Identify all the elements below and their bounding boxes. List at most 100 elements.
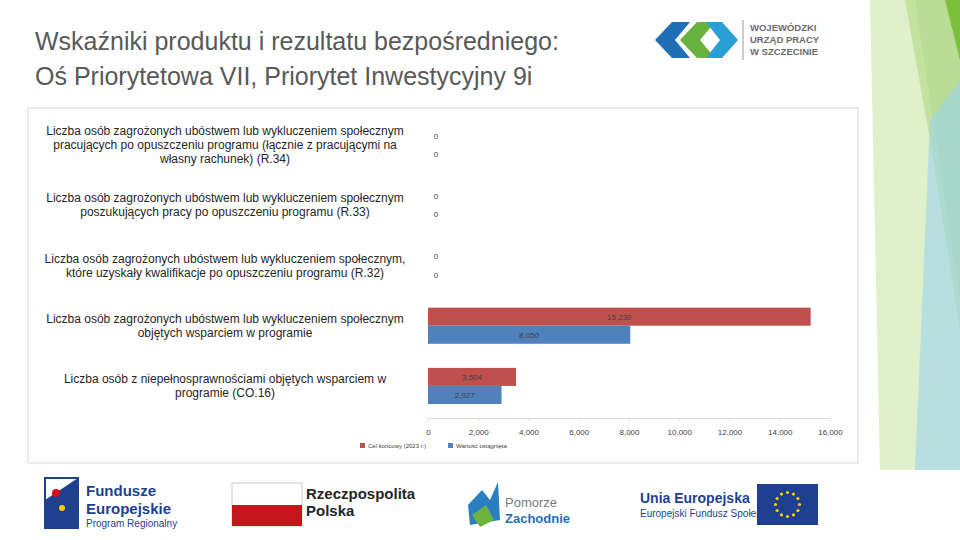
logo-star [796,509,799,512]
axis-line [429,419,831,422]
data-label: 0 [434,271,439,280]
bars [428,308,811,404]
data-label: 0 [434,252,439,261]
tick-mark [529,418,530,421]
logo-star [786,515,789,518]
title: Wskaźniki produktu i rezultatu bezpośred… [35,27,559,55]
logo-shape [59,505,65,511]
tick-mark [478,418,479,421]
tick-label: 8,000 [619,428,640,437]
deco-shape [945,0,960,60]
data-label: 2,927 [455,391,476,400]
tick: 12,000 [718,418,743,437]
bar [428,187,429,205]
footer-logo-text: Polska [306,502,355,519]
logo-text: URZĄD PRACY [750,34,820,45]
tick-mark [629,418,630,421]
x-axis: 0 2,000 4,000 6,000 8,000 10,000 12,000 14,000 1… [426,418,843,437]
tick-label: 14,000 [768,428,793,437]
category-label-line: Liczba osób zagrożonych ubóstwem lub wyk… [46,191,404,205]
tick: 2,000 [469,418,490,437]
tick-mark [679,418,680,421]
data-label: 8,050 [519,331,540,340]
tick: 4,000 [519,418,540,437]
tick: 0 [426,418,431,437]
footer-logo-text: Program Regionalny [86,518,177,529]
category-label: Liczba osób zagrożonych ubóstwem lub wyk… [46,191,404,219]
tick-label: 2,000 [469,428,490,437]
logo-separator [743,20,744,60]
tick-label: 12,000 [718,428,743,437]
legend-label: Cel końcowy (2023 r.) [368,443,426,449]
data-label: 0 [434,132,439,141]
logo-star [776,509,779,512]
category-label: Liczba osób zagrożonych ubóstwem lub wyk… [45,252,406,280]
tick-mark [780,418,781,421]
category-label-line: Liczba osób zagrożonych ubóstwem lub wyk… [45,252,406,266]
category-label: Liczba osób zagrożonych ubóstwem lub wyk… [46,312,404,340]
bar [428,205,429,223]
category-label: Liczba osób z niepełnosprawnościami obję… [64,372,386,400]
deco-shape [915,80,960,470]
logo-star [792,493,795,496]
chart-panel [28,108,858,463]
data-labels: 00015,2303,5040008,0502,927 [434,132,632,400]
bar [428,266,429,284]
legend-swatch [448,443,453,448]
legend: Cel końcowy (2023 r.) Wartość osiągnięta [360,443,507,449]
logo-star [780,513,783,516]
footer-logo-text: Europejskie [86,500,171,517]
tick-mark [428,418,429,421]
category-label-line: własny rachunek) (R.34) [159,152,290,166]
category-labels: Liczba osób zagrożonych ubóstwem lub wyk… [45,124,406,400]
tick-mark [830,418,831,421]
footer: FunduszeEuropejskieProgram RegionalnyRze… [45,478,818,529]
logo-star [798,503,801,506]
bar [428,308,811,326]
tick-mark [730,418,731,421]
footer-logo-text: Zachodnie [505,511,570,526]
logo-shape [472,505,494,527]
category-label-line: objętych wsparciem w programie [138,326,313,340]
bar [428,247,429,265]
tick-label: 4,000 [519,428,540,437]
footer-logo-text: Pomorze [505,495,557,510]
header-logo: WOJEWÓDZKIURZĄD PRACYW SZCZECINIE [655,20,820,60]
logo-star [786,491,789,494]
logo-text: WOJEWÓDZKI [750,22,817,33]
tick: 8,000 [619,418,640,437]
data-label: 0 [434,150,439,159]
category-label-line: Liczba osób zagrożonych ubóstwem lub wyk… [46,312,404,326]
logo-star [796,497,799,500]
logo-shape [680,22,715,58]
tick: 14,000 [768,418,793,437]
data-label: 0 [434,210,439,219]
bar [428,145,429,163]
logo-shape [52,489,60,497]
legend-label: Wartość osiągnięta [456,443,507,449]
data-label: 15,230 [607,313,632,322]
footer-logo-text: Europejski Fundusz Społeczny [640,508,777,519]
category-label: Liczba osób zagrożonych ubóstwem lub wyk… [46,124,404,166]
category-label-line: Liczba osób z niepełnosprawnościami obję… [64,372,386,386]
tick: 16,000 [818,418,843,437]
logo-star [774,503,777,506]
subtitle: Oś Priorytetowa VII, Priorytet Inwestycy… [35,62,532,90]
logo-shape [232,505,302,526]
tick-label: 0 [426,428,431,437]
logo-text: W SZCZECINIE [750,46,818,57]
slide: Wskaźniki produktu i rezultatu bezpośred… [0,0,960,540]
data-label: 3,504 [462,373,483,382]
bar [428,326,630,344]
tick-label: 6,000 [569,428,590,437]
legend-swatch [360,443,365,448]
logo-shape [45,478,78,528]
logo-shape [45,478,78,528]
footer-logo-text: Rzeczpospolita [306,485,416,502]
footer-logo-text: Unia Europejska [640,490,750,506]
logo-shape [757,484,818,525]
bar [428,386,502,404]
tick-label: 10,000 [668,428,693,437]
logo-star [776,497,779,500]
logo-shape [706,22,738,58]
